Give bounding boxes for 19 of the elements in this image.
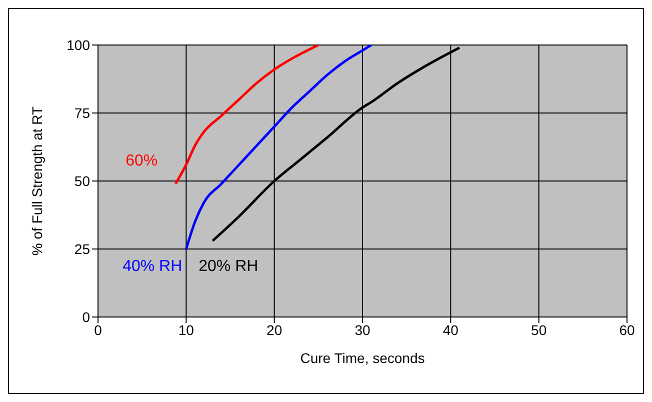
- y-tick-label: 100: [66, 36, 90, 53]
- y-tick-label: 25: [74, 240, 90, 257]
- y-axis-title: % of Full Strength at RT: [28, 106, 45, 256]
- y-tick-label: 50: [74, 172, 90, 189]
- x-tick-label: 20: [266, 322, 282, 338]
- y-tick-label: 0: [82, 308, 90, 325]
- series-label: 40% RH: [122, 258, 182, 275]
- line-series: [174, 45, 320, 185]
- line-series: [184, 45, 373, 250]
- x-axis-title: Cure Time, seconds: [300, 350, 425, 366]
- x-tick-label: 30: [354, 322, 370, 338]
- x-tick-label: 10: [178, 322, 194, 338]
- x-tick-label: 60: [619, 322, 635, 338]
- y-tick-label: 75: [74, 104, 90, 121]
- series-label: 60%: [126, 152, 158, 170]
- x-tick-label: 40: [442, 322, 459, 338]
- x-tick-label: 50: [531, 322, 547, 338]
- x-tick-label: 0: [94, 322, 102, 338]
- series-label: 20% RH: [198, 258, 258, 275]
